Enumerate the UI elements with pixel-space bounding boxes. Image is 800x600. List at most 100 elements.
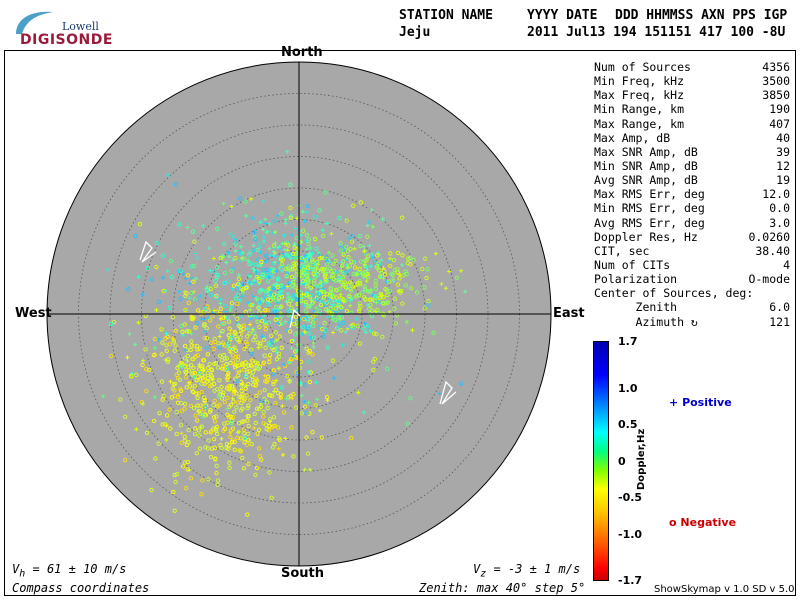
source-point	[184, 370, 189, 375]
source-point	[184, 329, 190, 334]
source-point	[363, 252, 368, 257]
source-point	[136, 320, 141, 325]
source-point	[189, 264, 194, 269]
source-point	[296, 330, 301, 336]
source-point	[362, 270, 367, 275]
source-point	[310, 266, 315, 271]
source-point	[180, 364, 185, 369]
source-point	[275, 425, 281, 430]
source-point	[299, 411, 304, 416]
source-point	[375, 265, 380, 270]
source-point	[256, 446, 262, 451]
source-point	[302, 399, 307, 404]
source-point	[329, 231, 334, 236]
source-point	[447, 269, 452, 274]
source-point	[207, 362, 212, 367]
source-point	[422, 306, 427, 311]
source-point	[271, 243, 277, 248]
source-point	[286, 295, 291, 300]
source-point	[265, 229, 270, 234]
stat-label: Min Range, km	[594, 102, 685, 117]
source-point	[341, 282, 346, 287]
source-point	[346, 255, 351, 260]
source-point	[197, 346, 202, 351]
source-point	[263, 379, 268, 384]
source-point	[248, 261, 254, 266]
header-date-label: YYYY DATE	[527, 8, 598, 23]
source-point	[205, 352, 211, 357]
source-point	[236, 276, 242, 282]
source-point	[317, 408, 322, 413]
source-point	[277, 334, 282, 339]
source-point	[287, 329, 293, 334]
source-point	[261, 198, 266, 203]
azimuth-marker	[439, 380, 457, 405]
source-point	[344, 244, 349, 250]
source-point	[253, 383, 258, 388]
source-point	[358, 304, 363, 309]
source-point	[178, 423, 184, 428]
source-point	[205, 446, 210, 451]
stat-value: 407	[769, 116, 790, 131]
source-point	[208, 372, 214, 378]
source-point	[284, 299, 289, 304]
source-point	[242, 396, 247, 401]
source-point	[192, 375, 197, 380]
source-point	[308, 318, 313, 324]
stat-row: Min Freq, kHz 3500	[594, 74, 792, 88]
source-point	[193, 426, 198, 431]
source-point	[272, 245, 277, 250]
source-point	[346, 268, 351, 273]
source-point	[363, 297, 368, 302]
source-point	[194, 377, 199, 382]
source-point	[439, 281, 444, 286]
source-point	[188, 403, 194, 409]
source-point	[248, 274, 253, 279]
source-point	[291, 279, 296, 285]
source-point	[236, 373, 241, 378]
source-point	[274, 269, 279, 274]
source-point	[295, 355, 301, 361]
source-point	[195, 343, 200, 349]
source-point	[230, 414, 236, 420]
source-point	[310, 429, 315, 435]
source-point	[261, 410, 266, 415]
stat-row: Polarization O-mode	[594, 272, 792, 286]
coordinates-label: Compass coordinates	[12, 581, 150, 595]
source-point	[345, 265, 350, 270]
source-point	[345, 249, 351, 254]
stat-value: 6.0	[769, 300, 790, 315]
source-point	[328, 306, 334, 311]
source-point	[245, 512, 250, 517]
source-point	[190, 356, 195, 362]
source-point	[156, 299, 162, 304]
source-point	[111, 319, 117, 325]
horizontal-velocity: Vh = 61 ± 10 m/s	[12, 562, 126, 579]
source-point	[272, 260, 277, 265]
source-point	[215, 478, 221, 483]
source-point	[233, 296, 239, 301]
source-point	[183, 293, 188, 298]
source-point	[242, 256, 247, 261]
source-point	[305, 203, 311, 209]
source-point	[228, 307, 233, 312]
source-point	[271, 367, 276, 373]
source-point	[276, 351, 282, 356]
source-point	[184, 308, 189, 313]
source-point	[208, 408, 213, 413]
source-point	[225, 395, 230, 401]
source-point	[288, 295, 293, 300]
source-point	[304, 410, 309, 416]
source-point	[251, 266, 256, 271]
source-point	[257, 278, 262, 284]
source-point	[258, 220, 263, 225]
source-point	[253, 262, 259, 267]
source-point	[203, 329, 208, 334]
source-point	[133, 342, 138, 347]
source-point	[459, 381, 464, 386]
source-point	[315, 284, 320, 289]
source-point	[189, 343, 194, 348]
source-point	[175, 394, 181, 400]
source-point	[377, 291, 382, 296]
source-point	[235, 435, 240, 441]
